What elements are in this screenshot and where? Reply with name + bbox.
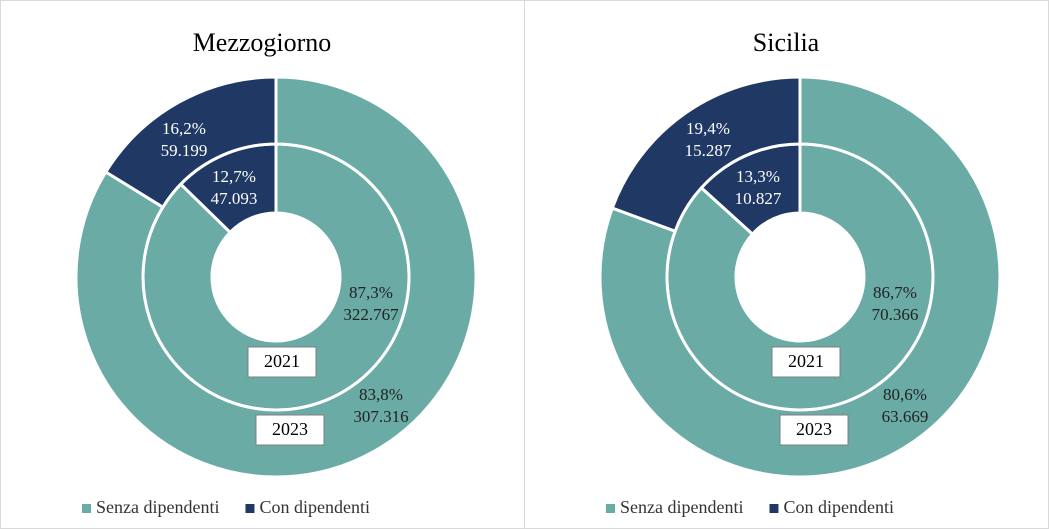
ring-label-box <box>247 346 317 378</box>
donut-slice <box>103 75 278 210</box>
ring-label: 2023 <box>796 419 832 439</box>
value-label: 87,3% <box>349 283 393 302</box>
value-label: 16,2% <box>162 119 206 138</box>
count-label: 15.287 <box>685 141 732 160</box>
value-label: 83,8% <box>359 385 403 404</box>
count-label: 307.316 <box>353 407 408 426</box>
ring-label-box <box>771 346 841 378</box>
chart-title: Sicilia <box>753 28 820 57</box>
legend-label: Con dipendenti <box>783 497 894 517</box>
legend-swatch <box>245 504 255 513</box>
legend-swatch <box>606 504 615 513</box>
value-label: 80,6% <box>883 385 927 404</box>
value-label: 19,4% <box>686 119 730 138</box>
count-label: 59.199 <box>161 141 208 160</box>
value-label: 86,7% <box>873 283 917 302</box>
count-label: 63.669 <box>882 407 929 426</box>
ring-label: 2021 <box>264 351 300 371</box>
value-label: 12,7% <box>212 167 256 186</box>
donut-slice <box>610 75 802 234</box>
donut-slice <box>598 75 1002 479</box>
legend-label: Senza dipendenti <box>620 497 743 517</box>
count-label: 322.767 <box>343 305 399 324</box>
ring-label: 2021 <box>788 351 824 371</box>
legend-label: Con dipendenti <box>259 497 370 517</box>
count-label: 70.366 <box>872 305 919 324</box>
ring-label-box <box>255 414 325 446</box>
donut-slice <box>74 75 478 479</box>
ring-label: 2023 <box>272 419 308 439</box>
value-label: 13,3% <box>736 167 780 186</box>
count-label: 47.093 <box>211 189 258 208</box>
ring-label-box <box>779 414 849 446</box>
legend-swatch <box>82 504 91 513</box>
legend-swatch <box>769 504 779 513</box>
chart-title: Mezzogiorno <box>193 28 332 57</box>
legend-label: Senza dipendenti <box>96 497 219 517</box>
count-label: 10.827 <box>735 189 782 208</box>
